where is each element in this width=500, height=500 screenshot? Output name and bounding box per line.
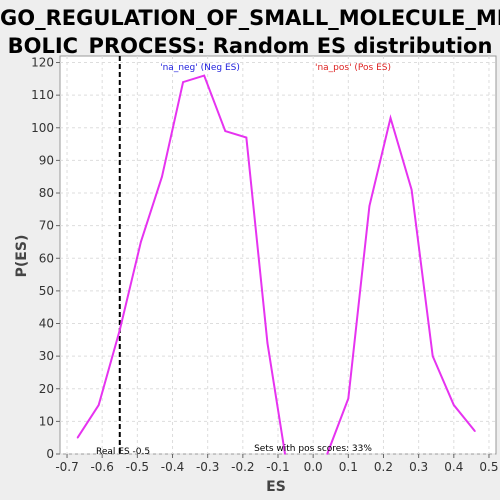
data-point bbox=[203, 74, 205, 77]
data-point bbox=[182, 81, 184, 83]
y-tick-label: 80 bbox=[39, 186, 54, 200]
y-axis-ticks: 0 10 20 30 40 50 60 70 80 90 100 110 120 bbox=[31, 56, 60, 461]
x-tick-label: 0.5 bbox=[479, 460, 498, 474]
y-tick-label: 20 bbox=[39, 382, 54, 396]
real-es-label: Real ES -0.5 bbox=[96, 447, 150, 457]
data-point bbox=[76, 436, 79, 439]
x-tick-label: -0.4 bbox=[161, 460, 184, 474]
y-tick-label: 60 bbox=[39, 251, 54, 265]
data-point bbox=[347, 397, 350, 400]
x-axis-ticks: -0.7 -0.6 -0.5 -0.4 -0.3 -0.2 -0.1 0.0 0.1 0.2 0.3… bbox=[55, 454, 499, 474]
x-axis-label: ES bbox=[266, 479, 286, 495]
y-tick-label: 100 bbox=[31, 121, 54, 135]
legend-neg-label: 'na_neg' (Neg ES) bbox=[160, 63, 240, 73]
data-point bbox=[410, 188, 413, 191]
data-point bbox=[118, 329, 121, 331]
data-point bbox=[140, 241, 142, 243]
data-point bbox=[245, 136, 248, 139]
data-point bbox=[368, 205, 371, 207]
data-point bbox=[284, 453, 286, 455]
y-tick-label: 120 bbox=[31, 56, 54, 70]
y-tick-label: 30 bbox=[39, 349, 54, 363]
data-point bbox=[474, 430, 476, 432]
x-tick-label: 0.4 bbox=[444, 460, 463, 474]
legend-pos-label: 'na_pos' (Pos ES) bbox=[315, 63, 391, 73]
y-axis-label: P(ES) bbox=[14, 235, 30, 278]
y-tick-label: 50 bbox=[39, 284, 54, 298]
y-tick-label: 10 bbox=[39, 414, 54, 428]
x-tick-label: -0.1 bbox=[266, 460, 289, 474]
chart-title: GO_REGULATION_OF_SMALL_MOLECULE_META BOL… bbox=[0, 4, 500, 60]
series-line-pos bbox=[326, 114, 476, 455]
x-tick-label: 0.1 bbox=[339, 460, 358, 474]
x-tick-label: -0.2 bbox=[231, 460, 254, 474]
y-tick-label: 70 bbox=[39, 219, 54, 233]
y-tick-label: 40 bbox=[39, 317, 54, 331]
x-tick-label: -0.6 bbox=[90, 460, 113, 474]
pos-scores-annotation: Sets with pos scores: 33% bbox=[254, 444, 372, 454]
data-point bbox=[97, 404, 100, 406]
x-tick-label: 0.2 bbox=[374, 460, 393, 474]
x-tick-label: -0.3 bbox=[196, 460, 219, 474]
data-point bbox=[224, 130, 227, 132]
data-point bbox=[431, 355, 434, 357]
data-point bbox=[266, 342, 269, 344]
grid bbox=[60, 56, 496, 455]
x-tick-label: 0.3 bbox=[409, 460, 428, 474]
chart-title-line2: BOLIC_PROCESS: Random ES distribution bbox=[7, 34, 493, 58]
data-point bbox=[326, 453, 329, 455]
y-tick-label: 0 bbox=[46, 447, 54, 461]
data-point bbox=[161, 175, 163, 178]
chart-title-line1: GO_REGULATION_OF_SMALL_MOLECULE_META bbox=[0, 6, 500, 30]
data-point bbox=[389, 117, 392, 119]
y-tick-label: 110 bbox=[31, 88, 54, 102]
x-tick-label: 0.0 bbox=[304, 460, 323, 474]
data-point bbox=[453, 404, 455, 406]
series-lines bbox=[76, 74, 476, 455]
x-tick-label: -0.7 bbox=[55, 460, 78, 474]
x-tick-label: -0.5 bbox=[126, 460, 149, 474]
y-tick-label: 90 bbox=[39, 153, 54, 167]
